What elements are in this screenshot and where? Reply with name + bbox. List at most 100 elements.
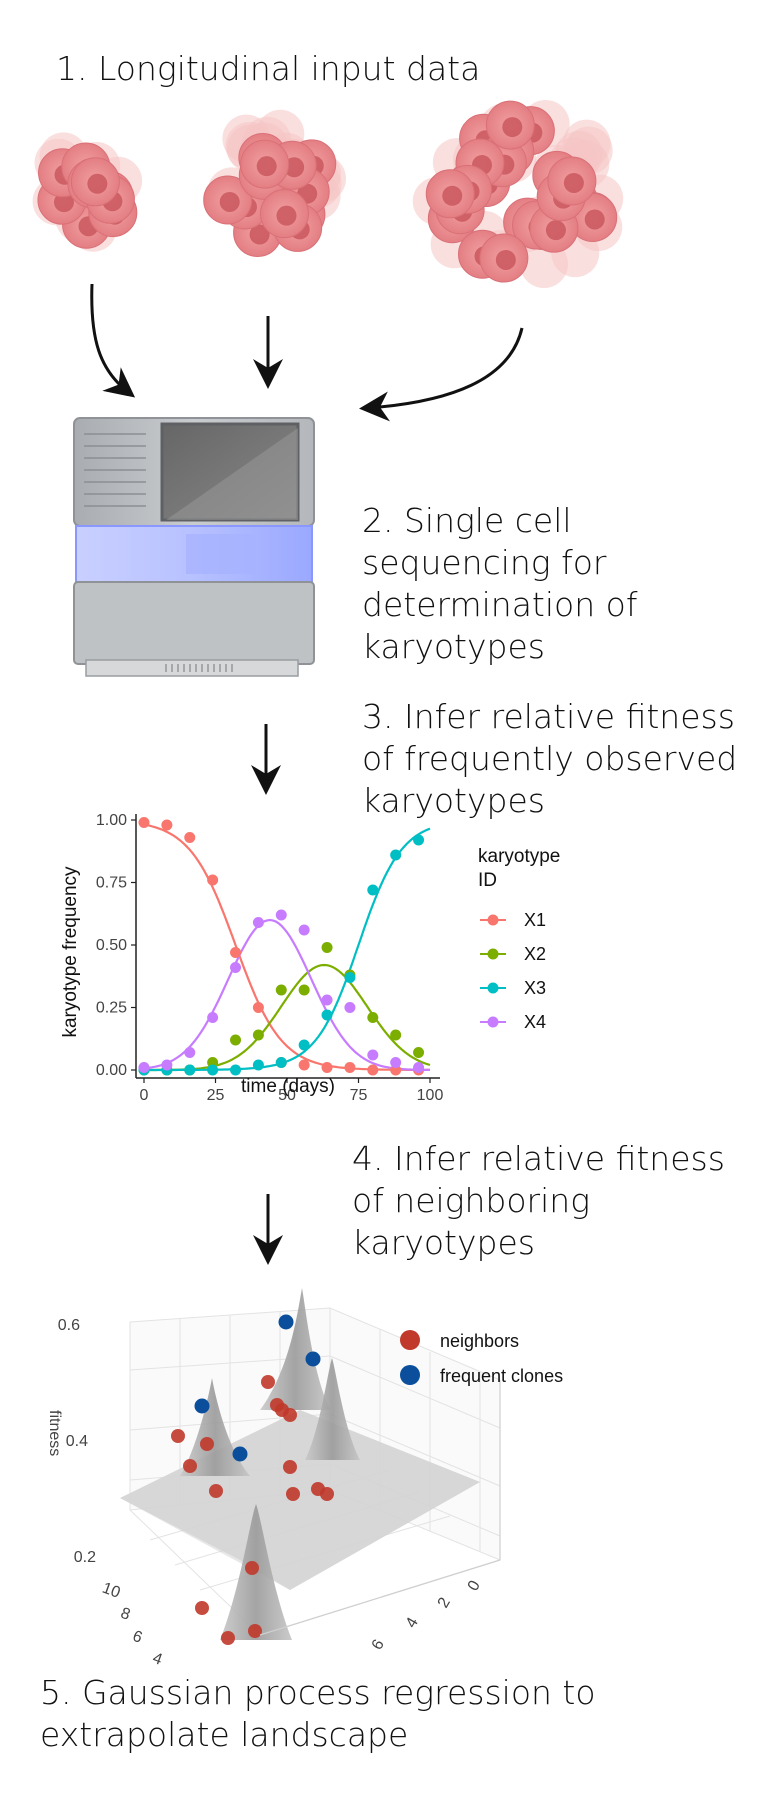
- data-point-x3: [275, 1057, 287, 1068]
- legend-marker-x1: [487, 914, 499, 926]
- data-point-x2: [298, 984, 310, 996]
- data-point-x4: [252, 917, 264, 928]
- legend-marker-x3: [487, 982, 499, 994]
- data-point-x1: [138, 817, 150, 828]
- data-point-x3: [367, 884, 379, 896]
- chart-legend-title-line1: karyotype: [478, 846, 560, 867]
- legend-label-x1: X1: [524, 910, 546, 930]
- arrow-left: [90, 283, 136, 398]
- cell-nucleus: [276, 205, 297, 226]
- data-point-x4: [298, 924, 310, 936]
- data-point-x1: [367, 1064, 379, 1076]
- landscape-z-tick-label: 0.4: [66, 1433, 88, 1450]
- data-point-x3: [390, 849, 402, 861]
- cell-nucleus: [442, 185, 463, 206]
- neighbor-point: [283, 1408, 297, 1422]
- data-point-x4: [344, 1002, 356, 1013]
- data-point-x1: [252, 1002, 264, 1013]
- landscape-y-tick-label: 8: [118, 1605, 132, 1624]
- chart-x-tick-label: 50: [278, 1087, 296, 1104]
- cell-nucleus: [87, 173, 108, 194]
- data-point-x1: [207, 874, 219, 886]
- data-point-x3: [230, 1064, 242, 1076]
- landscape-z-axis-title: fitness: [46, 1410, 63, 1456]
- legend-neighbors-label: neighbors: [440, 1331, 519, 1351]
- landscape-peak-3: [305, 1358, 360, 1460]
- data-point-x1: [321, 1062, 333, 1073]
- arrow-right: [359, 327, 524, 422]
- data-point-x4: [230, 962, 242, 973]
- legend-label-x3: X3: [524, 978, 546, 998]
- frequent-clone-point: [232, 1446, 248, 1462]
- data-point-x4: [138, 1062, 150, 1073]
- data-point-x2: [390, 1029, 402, 1041]
- landscape-peak-2: [260, 1288, 330, 1410]
- neighbor-point: [195, 1601, 209, 1615]
- neighbor-point: [283, 1460, 297, 1474]
- chart-tick-labels: 0 25 50 75 100 0.00 0.25 0.50 0.75 1.00: [96, 812, 444, 1104]
- frequent-clone-point: [305, 1351, 321, 1367]
- landscape-x-tick-label: 2: [435, 1595, 454, 1611]
- legend-neighbors-marker: [400, 1330, 420, 1350]
- data-point-x2: [367, 1012, 379, 1023]
- arrows-to-sequencer: [90, 283, 524, 422]
- cell-nucleus: [545, 220, 566, 241]
- landscape-points: [171, 1314, 334, 1645]
- small-cell-cluster-icon: [32, 132, 143, 252]
- cell-nucleus: [219, 191, 240, 212]
- chart-x-axis-label: time (days): [241, 1076, 335, 1097]
- data-point-x2: [230, 1034, 242, 1046]
- chart-legend-title-line2: ID: [478, 870, 497, 891]
- data-point-x3: [184, 1064, 196, 1076]
- data-point-x1: [230, 947, 242, 958]
- cell-nucleus: [502, 117, 523, 138]
- cell-nucleus: [495, 249, 516, 270]
- chart-y-tick-label: 0.00: [96, 1062, 127, 1079]
- large-cell-cluster-icon: [412, 99, 624, 289]
- medium-cell-cluster-icon: [203, 109, 347, 257]
- data-point-x2: [321, 942, 333, 953]
- landscape-z-tick-label: 0.6: [58, 1317, 80, 1334]
- landscape-y-tick-label: 10: [100, 1580, 123, 1602]
- data-point-x1: [161, 819, 173, 831]
- cell-nucleus: [53, 192, 74, 213]
- neighbor-point: [200, 1437, 214, 1451]
- data-point-x1: [184, 832, 196, 843]
- landscape-y-tick-label: 6: [130, 1628, 144, 1647]
- chart-y-axis-label: karyotype frequency: [60, 866, 81, 1038]
- neighbor-point: [171, 1429, 185, 1443]
- cell-nucleus: [284, 157, 305, 178]
- chart-x-tick-label: 0: [140, 1087, 149, 1104]
- neighbor-point: [221, 1631, 235, 1645]
- chart-x-tick-label: 100: [417, 1087, 444, 1104]
- data-point-x1: [344, 1062, 356, 1073]
- data-point-x4: [367, 1049, 379, 1061]
- cell-nucleus: [584, 209, 605, 230]
- step-1-title: 1. Longitudinal input data: [56, 49, 481, 88]
- data-point-x3: [344, 972, 356, 983]
- data-point-x1: [298, 1059, 310, 1071]
- data-point-x4: [161, 1059, 173, 1071]
- arrow-to-chart: [251, 724, 281, 795]
- data-point-x3: [207, 1064, 219, 1076]
- legend-label-x4: X4: [524, 1012, 546, 1032]
- chart-y-tick-label: 0.25: [96, 1000, 127, 1017]
- landscape-peak-1: [180, 1378, 250, 1476]
- legend-label-x2: X2: [524, 944, 546, 964]
- sequencer-machine-icon: [73, 417, 315, 677]
- cell-nucleus: [563, 172, 584, 193]
- data-point-x2: [275, 984, 287, 996]
- neighbor-point: [183, 1459, 197, 1473]
- step-3-title: 3. Infer relative fitness of frequently …: [362, 697, 738, 820]
- cell-clusters-illustration: [32, 99, 624, 289]
- chart-data-points: [138, 817, 425, 1076]
- chart-y-tick-label: 0.50: [96, 937, 127, 954]
- data-point-x4: [275, 909, 287, 921]
- step-2-title: 2. Single cell sequencing for determinat…: [362, 501, 638, 666]
- data-point-x3: [413, 834, 425, 846]
- cell-nucleus: [256, 156, 277, 177]
- arrow-to-landscape: [253, 1194, 283, 1265]
- legend-marker-x4: [487, 1016, 499, 1028]
- step-4-title: 4. Infer relative fitness of neighboring…: [352, 1139, 725, 1262]
- neighbor-point: [320, 1487, 334, 1501]
